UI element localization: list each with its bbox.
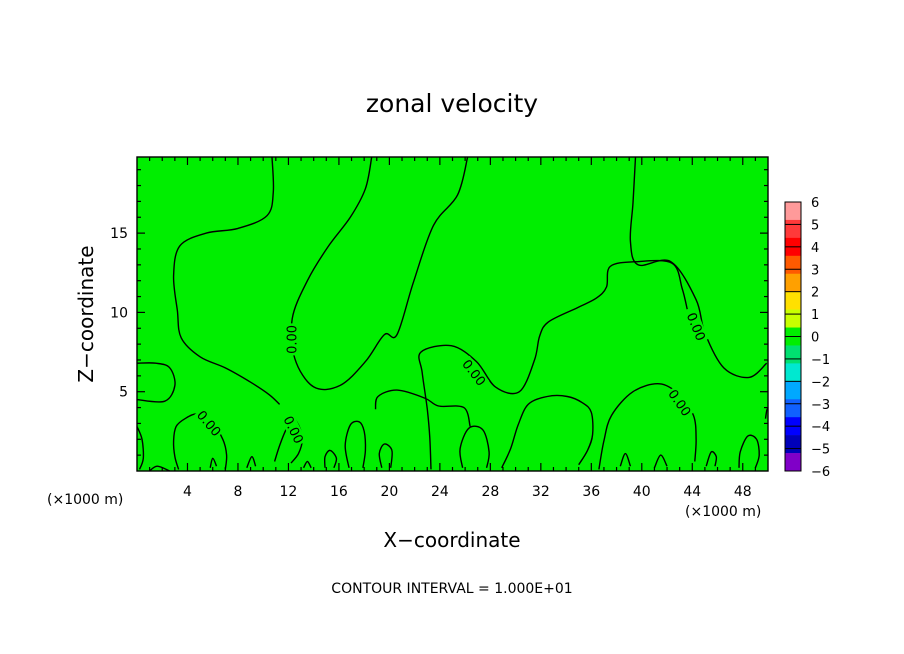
contour-interval-note: CONTOUR INTERVAL = 1.000E+01	[331, 581, 572, 597]
contour-line-4	[172, 156, 281, 405]
colorbar-label-3: 3	[811, 263, 819, 278]
colorbar-label-11: −5	[811, 443, 830, 458]
colorbar-label-2: 4	[811, 241, 819, 256]
colorbar-label-12: −6	[811, 465, 830, 480]
colorbar-swatch-11	[785, 399, 801, 418]
y-axis-title: Z−coordinate	[74, 245, 98, 382]
x-tick-label-16: 16	[330, 484, 348, 500]
x-axis-ticks: 4 8 12 16 20 24 28 32 36 40 44 48	[149, 157, 756, 500]
colorbar-swatch-8	[785, 345, 801, 364]
colorbar: 6 5 4 3 2 1 0 −1 −2 −3 −4 −5 −6	[784, 196, 830, 480]
colorbar-swatch-6	[785, 309, 801, 328]
contour-line-13	[323, 449, 338, 469]
colorbar-swatch-4	[785, 273, 801, 292]
colorbar-swatch-9	[785, 363, 801, 382]
colorbar-swatch-5	[785, 291, 801, 310]
y-axis-ticks: 5 10 15	[110, 169, 768, 456]
contour-label-bg-4	[280, 412, 307, 448]
z-unit-label: (×1000 m)	[47, 492, 123, 508]
x-tick-label-48: 48	[734, 484, 752, 500]
contour-line-12	[378, 443, 393, 468]
colorbar-label-0: 6	[811, 196, 819, 211]
colorbar-swatch-14	[785, 453, 801, 472]
colorbar-label-5: 1	[811, 308, 819, 323]
contour-label-0: 0.00	[286, 325, 301, 354]
contour-line-3	[290, 156, 469, 391]
contour-line-19	[619, 452, 632, 467]
x-tick-label-32: 32	[532, 484, 550, 500]
contour-line-16	[209, 457, 218, 468]
colorbar-label-7: −1	[811, 353, 830, 368]
contour-label-bg-3	[193, 406, 225, 441]
colorbar-swatch-1	[785, 219, 801, 239]
contour-line-8	[459, 425, 490, 468]
y-tick-label-15: 15	[110, 226, 128, 242]
y-tick-label-5: 5	[119, 385, 128, 401]
contour-line-9	[501, 394, 594, 469]
colorbar-label-6: 0	[811, 331, 819, 346]
contour-line-17	[246, 456, 257, 469]
x-tick-label-20: 20	[380, 484, 398, 500]
colorbar-swatch-3	[785, 255, 801, 275]
contour-line-11	[344, 420, 367, 468]
x-tick-label-28: 28	[481, 484, 499, 500]
x-tick-label-4: 4	[183, 484, 192, 500]
contour-line-0	[172, 413, 228, 470]
contour-line-10	[374, 389, 471, 427]
colorbar-label-4: 2	[811, 286, 819, 301]
contour-line-14	[738, 434, 760, 469]
colorbar-label-8: −2	[811, 375, 830, 390]
contour-label-bg-2	[683, 309, 709, 345]
contour-label-bg-0	[285, 323, 300, 356]
colorbar-label-9: −3	[811, 398, 830, 413]
y-tick-label-10: 10	[110, 305, 128, 321]
plot-field	[137, 157, 768, 471]
contour-line-6	[629, 156, 768, 379]
x-axis-title: X−coordinate	[383, 528, 520, 552]
colorbar-label-1: 5	[811, 218, 819, 233]
x-tick-label-24: 24	[431, 484, 449, 500]
x-tick-label-12: 12	[280, 484, 298, 500]
contour-line-18	[302, 460, 312, 469]
chart-title: zonal velocity	[366, 89, 538, 118]
contour-label-bg-5	[664, 385, 695, 420]
contour-line-21	[136, 426, 145, 470]
colorbar-swatch-10	[785, 381, 801, 400]
contour-line-15	[705, 450, 718, 467]
colorbar-swatch-0	[785, 202, 801, 221]
x-unit-label: (×1000 m)	[685, 504, 761, 520]
zero-contours	[136, 156, 769, 472]
x-tick-label-40: 40	[633, 484, 651, 500]
contour-line-22	[149, 465, 171, 472]
x-tick-label-44: 44	[683, 484, 701, 500]
contour-line-20	[653, 454, 668, 469]
contour-label-bg-1	[458, 355, 490, 390]
colorbar-swatch-13	[785, 435, 801, 454]
colorbar-label-10: −4	[811, 420, 830, 435]
x-tick-label-8: 8	[233, 484, 242, 500]
contour-line-7	[598, 383, 697, 470]
contour-line-1	[136, 362, 176, 403]
x-tick-label-36: 36	[582, 484, 600, 500]
